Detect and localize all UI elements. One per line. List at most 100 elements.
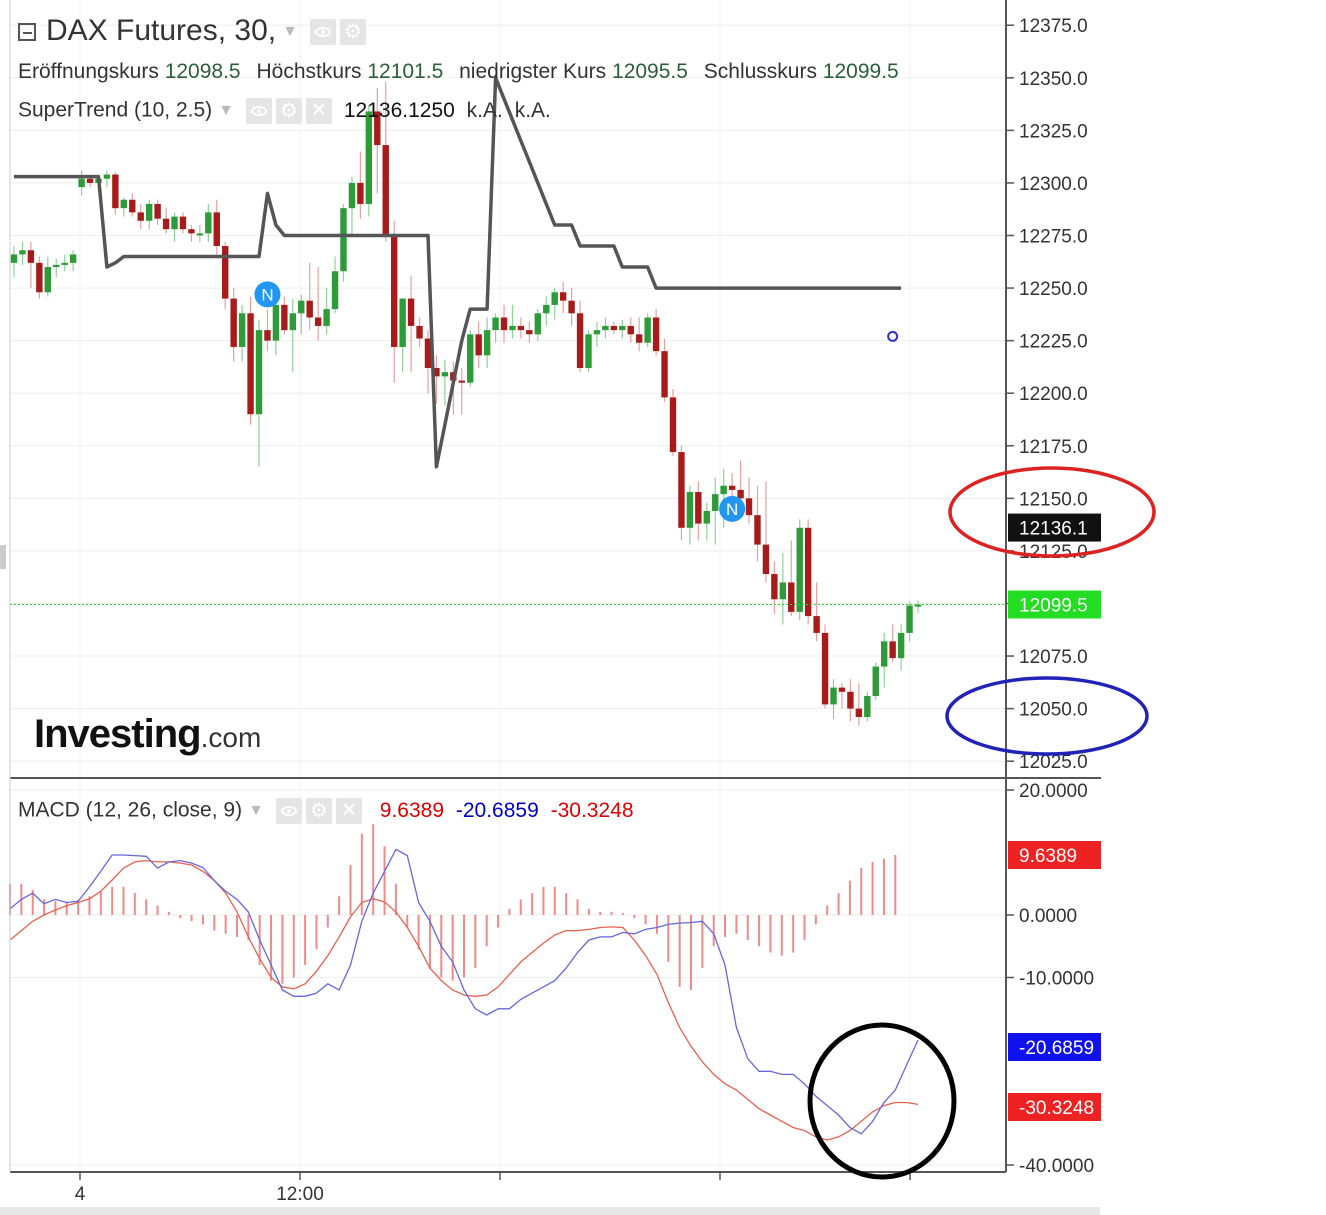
eye-icon[interactable]	[309, 19, 336, 46]
supertrend-na-1: k.A.	[466, 98, 503, 122]
candle-body	[500, 317, 508, 331]
candle-body	[433, 367, 440, 377]
candle-body	[754, 515, 761, 545]
candle-body	[720, 485, 727, 495]
candle-body	[137, 212, 144, 221]
macd-line-value: -20.6859	[455, 798, 539, 822]
candle-body	[36, 262, 43, 293]
signal-value-tag-box	[1008, 1093, 1101, 1121]
candle-body	[661, 351, 668, 398]
gear-icon[interactable]	[339, 19, 366, 46]
candle-body	[53, 264, 60, 268]
candle-body	[390, 235, 398, 347]
candle-body	[585, 334, 592, 368]
candle-body	[382, 145, 389, 236]
y-tick-label: 12150.0	[1019, 489, 1088, 510]
candle-body	[881, 641, 888, 667]
candle-body	[129, 199, 136, 213]
high-value: 12101.5	[367, 60, 444, 83]
macd-value-tag: -20.6859	[1019, 1038, 1094, 1059]
price-axis: 12375.0 12350.0 12325.0 12300.0 12275.0 12250…	[0, 0, 1101, 1215]
chart-title: DAX Futures, 30,	[46, 14, 277, 47]
macd-histogram-value: 9.6389	[379, 798, 445, 822]
candle-body	[44, 267, 51, 293]
candle-body	[686, 492, 694, 528]
investing-logo: Investing.com	[34, 712, 261, 757]
news-marker-label: N	[726, 500, 738, 519]
chevron-down-icon[interactable]: ▼	[282, 23, 298, 41]
candle-body	[669, 397, 677, 453]
candle-body	[644, 317, 651, 343]
candle-body	[593, 330, 601, 335]
candle-body	[306, 300, 313, 318]
candle-body	[712, 494, 719, 511]
x-tick-label: 12:00	[276, 1184, 324, 1205]
candle-body	[103, 174, 111, 179]
candle-body	[492, 317, 499, 331]
candle-body	[728, 485, 736, 490]
candle-body	[796, 527, 803, 612]
macd-y-tick-label: 20.0000	[1019, 781, 1088, 802]
candle-body	[10, 254, 18, 263]
close-label: Schlusskurs	[703, 60, 817, 83]
candle-body	[196, 233, 204, 236]
candle-body	[179, 216, 187, 230]
gear-icon[interactable]	[276, 98, 303, 124]
candle-body	[897, 632, 905, 659]
candle-body	[69, 254, 77, 263]
candle-body	[483, 330, 491, 356]
news-marker-icon	[254, 281, 281, 308]
candle-body	[838, 687, 846, 692]
supertrend-na-2: k.A.	[514, 98, 551, 122]
macd-pane	[9, 824, 919, 1141]
candle-body	[314, 317, 322, 326]
close-icon[interactable]	[306, 98, 333, 124]
red-annotation-ellipse	[948, 466, 1156, 558]
macd-signal-line	[9, 859, 919, 1141]
candle-body	[914, 604, 922, 607]
close-value: 12099.5	[822, 60, 899, 83]
collapse-icon[interactable]	[18, 23, 36, 42]
candle-body	[821, 632, 829, 705]
news-marker-icon	[719, 495, 746, 522]
candle-body	[154, 203, 161, 219]
low-label: niedrigster Kurs	[459, 60, 607, 83]
candle-body	[695, 492, 702, 524]
macd-value-tag-box	[1008, 1033, 1101, 1061]
y-tick-label: 12275.0	[1019, 227, 1088, 248]
candle-body	[298, 300, 305, 314]
chevron-down-icon[interactable]: ▼	[248, 802, 264, 819]
candle-body	[737, 489, 744, 499]
high-label: Höchstkurs	[256, 60, 362, 83]
candle-body	[365, 111, 373, 204]
logo-brand: Investing	[34, 712, 202, 756]
eye-icon[interactable]	[275, 798, 302, 824]
signal-value-tag: -30.3248	[1019, 1098, 1094, 1119]
price-pane: NN	[10, 76, 1006, 726]
candle-body	[145, 203, 153, 221]
chevron-down-icon[interactable]: ▼	[218, 102, 235, 119]
eye-icon[interactable]	[246, 98, 273, 124]
logo-suffix: .com	[200, 722, 262, 753]
x-tick-label: 4	[75, 1184, 86, 1205]
candle-body	[340, 208, 347, 272]
annotations	[0, 466, 1156, 1180]
indicator-dot-icon	[887, 330, 899, 342]
gear-icon[interactable]	[305, 798, 332, 824]
candle-body	[222, 246, 229, 299]
macd-signal-value: -30.3248	[550, 798, 634, 822]
candle-body	[323, 309, 330, 326]
close-icon[interactable]	[335, 798, 362, 824]
macd-label: MACD (12, 26, close, 9)	[18, 798, 243, 822]
candle-body	[61, 262, 68, 265]
candle-body	[281, 304, 288, 331]
candle-body	[188, 229, 195, 234]
y-tick-label: 12325.0	[1019, 121, 1088, 142]
candle-body	[374, 111, 381, 146]
candle-body	[162, 218, 170, 230]
candle-body	[272, 304, 280, 341]
candle-body	[357, 182, 364, 204]
y-tick-label: 12250.0	[1019, 279, 1088, 300]
candle-body	[568, 300, 575, 314]
